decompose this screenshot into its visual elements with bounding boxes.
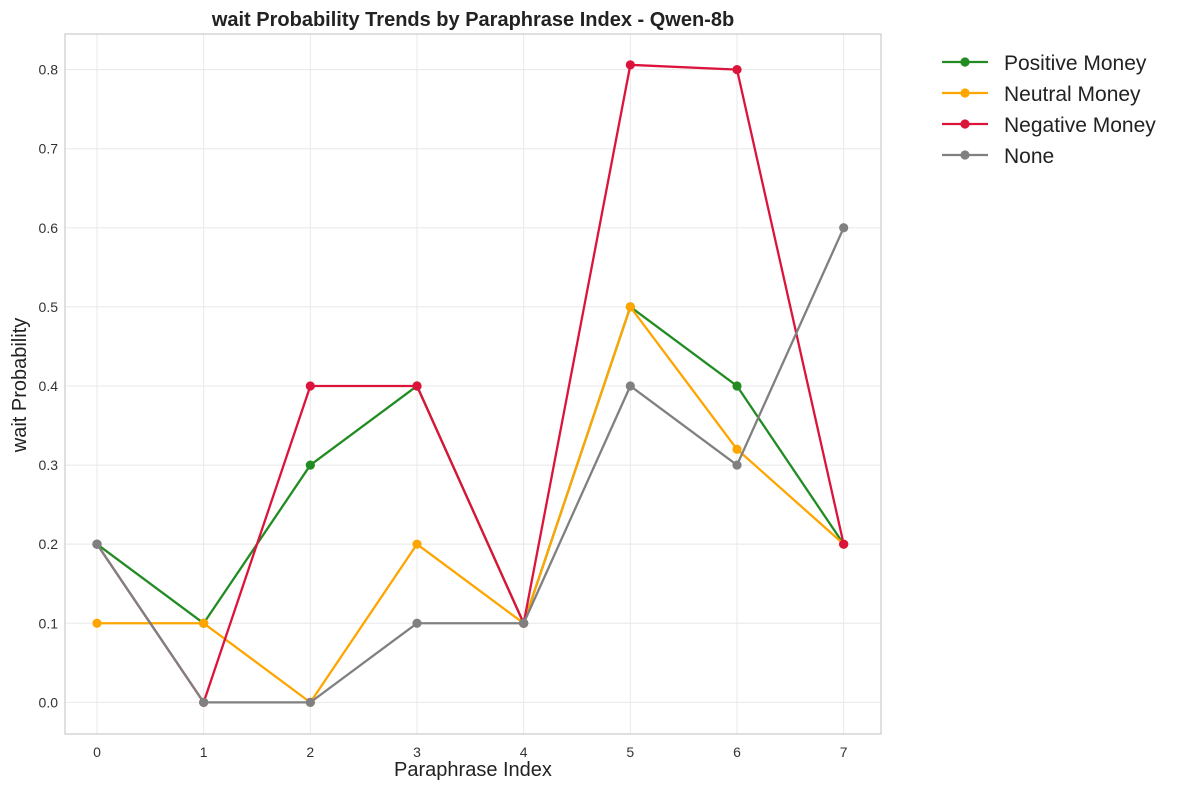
legend-label: Neutral Money (1004, 83, 1141, 106)
data-point (412, 539, 422, 549)
y-tick-label: 0.1 (39, 615, 59, 631)
legend-marker (960, 150, 970, 160)
data-point (519, 618, 529, 628)
data-point (732, 381, 742, 391)
data-point (732, 460, 742, 470)
plot-frame (64, 33, 882, 735)
x-axis-label: Paraphrase Index (394, 759, 552, 781)
data-point (92, 539, 102, 549)
grid (65, 34, 881, 734)
series-layer (92, 60, 849, 707)
data-point (305, 460, 315, 470)
y-axis-ticks: 0.0 0.1 0.2 0.3 0.4 0.5 0.6 0.7 0.8 (39, 62, 59, 711)
y-tick-label: 0.4 (39, 378, 59, 394)
y-tick-label: 0.8 (39, 62, 59, 78)
x-tick-label: 5 (626, 744, 634, 760)
data-point (305, 697, 315, 707)
series-line (96, 63, 845, 704)
x-tick-label: 0 (93, 744, 101, 760)
legend-item: Positive Money (942, 52, 1147, 75)
legend-marker (960, 88, 970, 98)
series-line (97, 305, 845, 704)
y-tick-label: 0.7 (39, 141, 59, 157)
y-tick-label: 0.6 (39, 220, 59, 236)
data-point (199, 618, 209, 628)
data-point (625, 60, 635, 70)
x-tick-label: 4 (520, 744, 528, 760)
data-point (732, 64, 742, 75)
legend-item: None (942, 145, 1054, 168)
data-point (305, 381, 315, 391)
x-axis-ticks: 0 1 2 3 4 5 6 7 (93, 744, 848, 760)
legend-label: Positive Money (1004, 52, 1147, 75)
data-point (199, 697, 209, 707)
data-point (412, 381, 422, 391)
series-none (92, 223, 849, 707)
data-point (732, 444, 742, 454)
y-tick-label: 0.5 (39, 299, 59, 315)
x-tick-label: 1 (200, 744, 208, 760)
y-tick-label: 0.0 (39, 694, 59, 710)
legend-marker (960, 57, 970, 67)
y-axis-label: wait Probability (9, 318, 31, 454)
data-point (839, 223, 849, 233)
data-point (625, 381, 635, 391)
legend: Positive Money Neutral Money Negative Mone… (942, 52, 1156, 168)
series-line (96, 227, 845, 704)
data-point (92, 618, 102, 628)
y-tick-label: 0.3 (39, 457, 59, 473)
data-point (412, 618, 422, 628)
data-point (839, 539, 849, 549)
chart-title: wait Probability Trends by Paraphrase In… (211, 9, 734, 31)
legend-item: Neutral Money (942, 83, 1141, 106)
legend-label: None (1004, 145, 1054, 168)
y-tick-label: 0.2 (39, 536, 59, 552)
x-tick-label: 3 (413, 744, 421, 760)
legend-label: Negative Money (1004, 114, 1156, 137)
legend-item: Negative Money (942, 114, 1156, 137)
x-tick-label: 7 (840, 744, 848, 760)
legend-marker (960, 119, 970, 129)
data-point (625, 302, 635, 312)
x-tick-label: 6 (733, 744, 741, 760)
x-tick-label: 2 (306, 744, 314, 760)
